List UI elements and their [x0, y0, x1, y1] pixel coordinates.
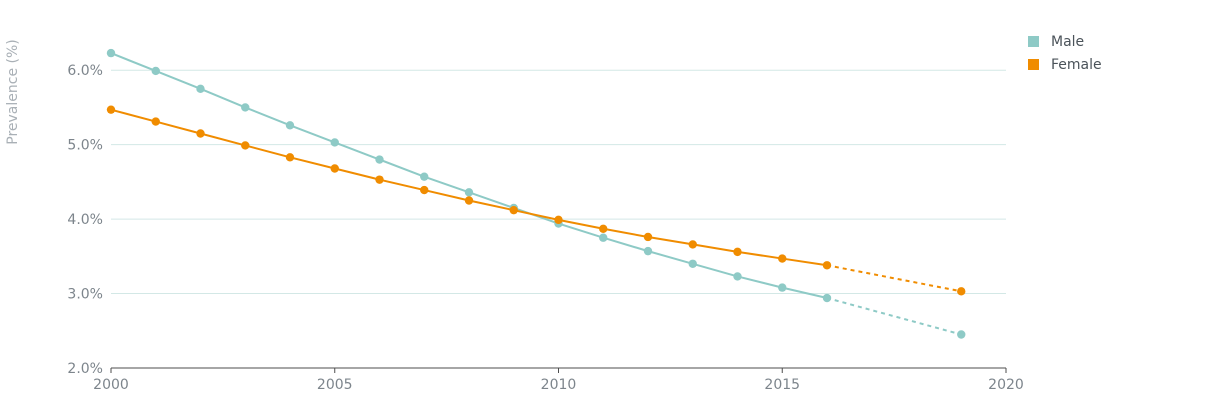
data-point-male[interactable]	[643, 246, 653, 256]
data-point-male[interactable]	[330, 138, 339, 147]
data-point-male[interactable]	[196, 84, 205, 94]
x-tick-label: 2010	[541, 377, 577, 393]
legend-item-female[interactable]: Female	[1028, 53, 1102, 76]
data-point-female-projected[interactable]	[957, 287, 966, 296]
x-tick-label: 2000	[93, 377, 129, 393]
legend: Male Female	[1028, 30, 1102, 76]
legend-swatch-female	[1028, 59, 1039, 70]
data-point-female[interactable]	[822, 261, 832, 270]
data-point-female[interactable]	[778, 254, 787, 263]
data-point-female[interactable]	[375, 175, 384, 184]
legend-label-male: Male	[1051, 33, 1085, 50]
y-axis-title: Prevalence (%)	[5, 39, 21, 145]
data-point-female[interactable]	[285, 153, 295, 162]
y-tick-label: 6.0%	[67, 63, 103, 79]
x-tick-label: 2015	[764, 377, 800, 393]
y-tick-label: 3.0%	[67, 287, 103, 303]
x-tick-label: 2020	[988, 377, 1024, 393]
data-point-female[interactable]	[643, 232, 653, 242]
legend-swatch-male	[1028, 36, 1039, 47]
data-point-female[interactable]	[196, 129, 205, 138]
data-point-male[interactable]	[778, 283, 787, 292]
y-tick-label: 4.0%	[67, 212, 103, 228]
x-tick-label: 2005	[317, 377, 353, 393]
series-line-female	[110, 108, 828, 267]
data-point-male[interactable]	[241, 103, 250, 112]
data-point-male[interactable]	[420, 172, 429, 181]
data-point-female[interactable]	[733, 247, 742, 257]
y-tick-label: 2.0%	[67, 361, 103, 377]
data-point-female[interactable]	[330, 164, 339, 173]
data-point-male[interactable]	[375, 155, 384, 164]
data-point-female[interactable]	[599, 224, 608, 233]
data-point-female[interactable]	[420, 185, 429, 195]
data-point-male[interactable]	[285, 121, 295, 130]
data-point-female[interactable]	[106, 105, 116, 114]
y-tick-label: 5.0%	[67, 138, 103, 154]
data-point-male[interactable]	[151, 66, 160, 76]
legend-label-female: Female	[1051, 56, 1102, 73]
data-point-female[interactable]	[464, 196, 474, 205]
series-line-male	[110, 52, 828, 299]
data-point-male[interactable]	[733, 272, 742, 281]
data-point-male[interactable]	[599, 233, 608, 242]
data-point-female[interactable]	[241, 141, 250, 150]
data-point-male[interactable]	[464, 188, 474, 197]
data-point-male[interactable]	[822, 293, 832, 303]
data-point-male[interactable]	[688, 259, 697, 268]
data-point-female[interactable]	[151, 117, 160, 126]
data-point-female[interactable]	[509, 205, 518, 215]
data-point-female[interactable]	[554, 215, 563, 225]
series-projection-female	[826, 264, 962, 293]
series-projection-male	[826, 297, 962, 336]
data-point-female[interactable]	[688, 240, 697, 249]
data-point-male-projected[interactable]	[957, 330, 966, 339]
data-point-male[interactable]	[106, 48, 116, 58]
legend-item-male[interactable]: Male	[1028, 30, 1102, 53]
